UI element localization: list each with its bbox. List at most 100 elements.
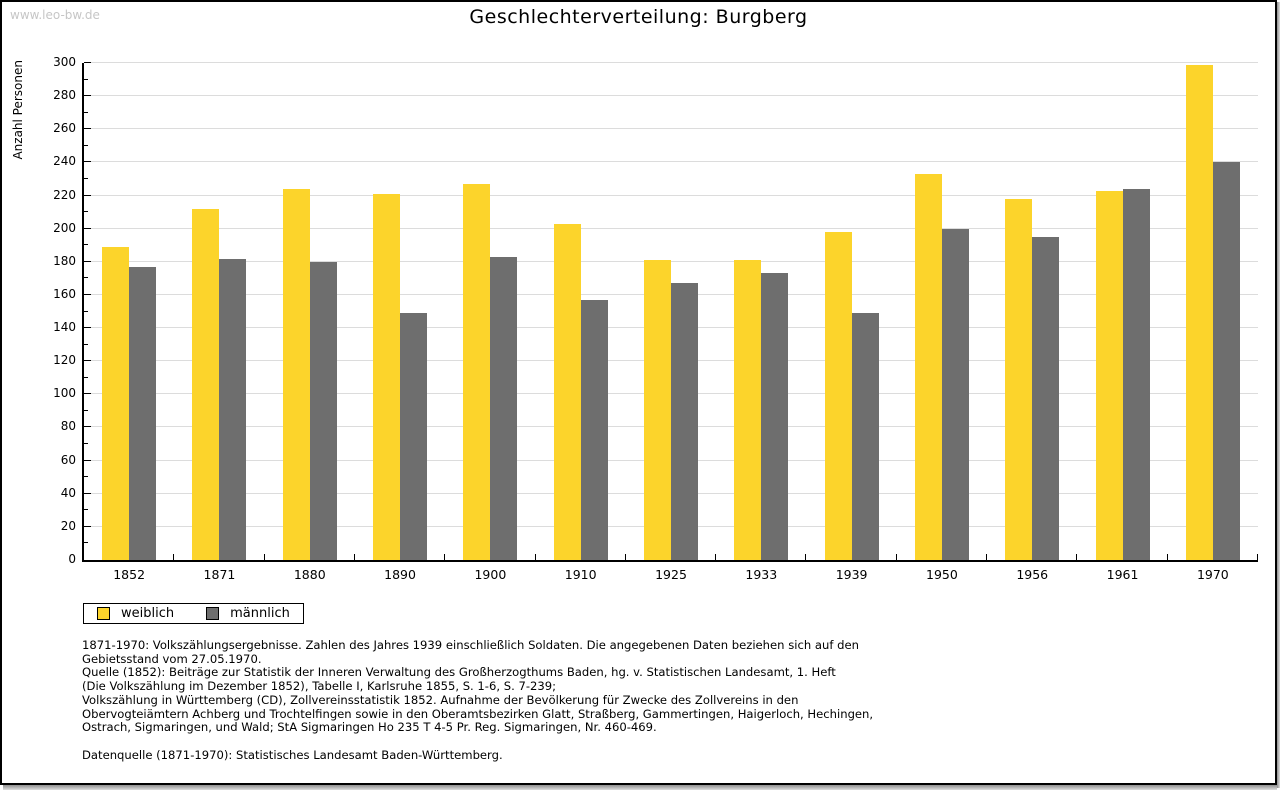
bar-weiblich-1871 [192, 208, 220, 560]
bar-weiblich-1890 [373, 193, 401, 560]
y-axis-tick [84, 194, 91, 196]
bar-männlich-1950 [941, 228, 969, 560]
bar-männlich-1890 [400, 313, 428, 560]
footnotes: 1871-1970: Volkszählungsergebnisse. Zahl… [82, 638, 873, 762]
y-axis-tick-label: 60 [60, 452, 76, 467]
y-axis-tick [84, 161, 91, 163]
y-axis-tick [84, 62, 91, 63]
x-axis-tick [173, 554, 175, 560]
watermark: www.leo-bw.de [10, 8, 100, 22]
y-axis-tick [84, 260, 91, 262]
y-axis-tick [84, 492, 91, 494]
footnote-line: Quelle (1852): Beiträge zur Statistik de… [82, 665, 836, 680]
x-axis-tick [534, 554, 536, 560]
bar-männlich-1933 [761, 273, 789, 560]
legend-label: weiblich [121, 606, 175, 621]
gridline [84, 194, 1258, 196]
bar-group-1871 [174, 63, 264, 560]
gridline [84, 62, 1258, 63]
footnote-line: Volkszählung in Württemberg (CD), Zollve… [82, 692, 799, 707]
footnote-lines: 1871-1970: Volkszählungsergebnisse. Zahl… [82, 638, 873, 735]
bar-männlich-1925 [670, 283, 698, 560]
x-axis-tick-label: 1933 [745, 567, 778, 582]
y-axis-tick [84, 360, 91, 362]
x-axis-tick-label: 1890 [384, 567, 416, 582]
y-axis-tick-label: 100 [53, 386, 76, 401]
y-axis-tick [84, 211, 88, 213]
y-axis-tick [84, 310, 88, 312]
bar-weiblich-1950 [914, 174, 942, 560]
page-title: Geschlechterverteilung: Burgberg [469, 6, 808, 28]
bar-group-1900 [445, 63, 535, 560]
y-axis-tick [84, 443, 88, 445]
y-axis-tick-label: 220 [53, 187, 76, 202]
bar-group-1950 [897, 63, 987, 560]
gridline [84, 161, 1258, 163]
y-axis-tick-label: 80 [60, 419, 76, 434]
y-axis-tick [84, 509, 88, 511]
x-axis-tick-label: 1910 [564, 567, 597, 582]
bar-group-1890 [355, 63, 445, 560]
bar-männlich-1852 [129, 266, 157, 560]
bar-weiblich-1880 [282, 188, 310, 560]
legend: weiblich männlich [83, 603, 304, 624]
y-axis-tick [84, 177, 88, 179]
y-axis-tick-label: 260 [53, 121, 76, 136]
bar-group-1933 [716, 63, 806, 560]
legend-item-weiblich: weiblich [97, 606, 174, 621]
bar-männlich-1880 [309, 261, 337, 560]
bar-group-1852 [84, 63, 174, 560]
bar-weiblich-1925 [643, 260, 671, 560]
y-axis-tick [84, 144, 88, 146]
x-axis-tick [353, 554, 355, 560]
y-axis-tick [84, 343, 88, 345]
bar-weiblich-1961 [1095, 190, 1123, 560]
y-axis-tick [84, 409, 88, 411]
y-axis-tick [84, 525, 91, 527]
x-axis-tick [1076, 554, 1078, 560]
x-axis-tick [83, 554, 84, 560]
y-axis-tick-label: 0 [68, 552, 76, 566]
bar-group-1970 [1168, 63, 1258, 560]
x-axis-tick-label: 1852 [113, 567, 146, 582]
bar-group-1925 [626, 63, 716, 560]
y-axis-tick-label: 240 [53, 154, 76, 169]
x-axis-tick [444, 554, 446, 560]
y-axis-tick-labels: 0 20 40 60 80 100 120 140 160 180 200 220 240 260 280 3… [2, 56, 76, 566]
y-axis-tick [84, 293, 91, 295]
datasource-line: Datenquelle (1871-1970): Statistisches L… [82, 747, 503, 762]
bar-männlich-1970 [1212, 162, 1240, 560]
y-axis-tick-label: 200 [53, 220, 76, 235]
x-axis-tick [263, 554, 265, 560]
x-axis-tick-label: 1880 [293, 567, 326, 582]
y-axis-tick [84, 95, 91, 97]
bar-weiblich-1910 [553, 223, 581, 560]
x-axis-tick [986, 554, 988, 560]
y-axis-tick [84, 128, 91, 130]
bar-group-1956 [987, 63, 1077, 560]
legend-label: männlich [230, 606, 290, 621]
page-shadow-bottom [3, 785, 1277, 790]
x-axis-tick-label: 1950 [926, 567, 958, 582]
page-shadow-right [1277, 2, 1280, 788]
bar-männlich-1956 [1032, 236, 1060, 560]
y-axis-tick [84, 376, 88, 378]
gridline [84, 128, 1258, 130]
y-axis-tick-label: 180 [53, 253, 76, 268]
plot-area [82, 62, 1258, 562]
bar-männlich-1961 [1122, 188, 1150, 560]
bar-group-1880 [265, 63, 355, 560]
x-axis-tick [805, 554, 807, 560]
gridline [84, 260, 1258, 262]
bar-männlich-1910 [580, 299, 608, 560]
y-axis-tick-label: 300 [53, 55, 76, 69]
x-axis-tick-label: 1961 [1106, 567, 1139, 582]
y-axis-tick [84, 327, 91, 329]
gridline [84, 227, 1258, 229]
y-axis-tick [84, 393, 91, 395]
legend-item-männlich: männlich [206, 606, 290, 621]
y-axis-tick [84, 476, 88, 478]
x-axis-tick-label: 1925 [655, 567, 687, 582]
y-axis-tick-label: 280 [53, 88, 76, 103]
y-axis-tick [84, 244, 88, 246]
